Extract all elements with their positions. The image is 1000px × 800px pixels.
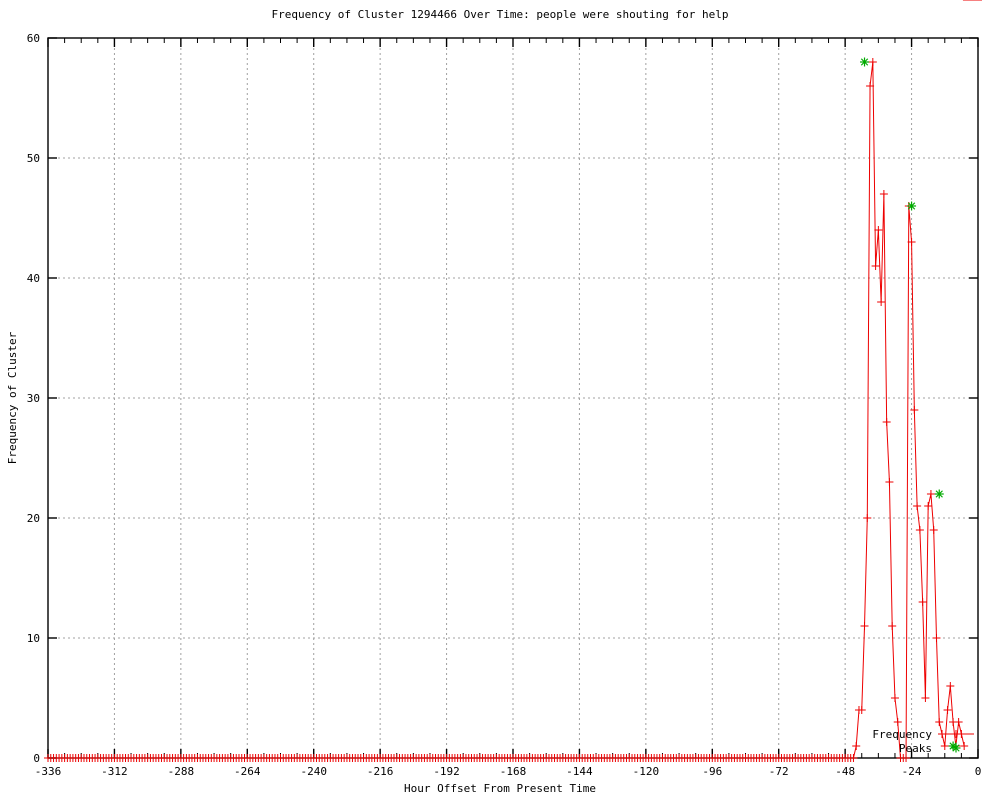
chart-title: Frequency of Cluster 1294466 Over Time: … — [271, 8, 729, 21]
grid-lines — [48, 38, 978, 758]
svg-text:-216: -216 — [367, 765, 394, 778]
svg-text:-120: -120 — [633, 765, 660, 778]
svg-text:-336: -336 — [35, 765, 62, 778]
svg-text:-144: -144 — [566, 765, 593, 778]
data-series — [44, 0, 982, 762]
y-axis-label: Frequency of Cluster — [6, 331, 19, 464]
svg-text:0: 0 — [33, 752, 40, 765]
svg-text:-72: -72 — [769, 765, 789, 778]
svg-text:40: 40 — [27, 272, 40, 285]
svg-text:20: 20 — [27, 512, 40, 525]
svg-text:30: 30 — [27, 392, 40, 405]
y-axis-ticks: 0 10 20 30 40 50 60 — [27, 32, 978, 765]
legend-label-peaks: Peaks — [899, 742, 932, 755]
svg-text:-96: -96 — [702, 765, 722, 778]
x-axis-label: Hour Offset From Present Time — [404, 782, 596, 795]
svg-text:50: 50 — [27, 152, 40, 165]
svg-text:-264: -264 — [234, 765, 261, 778]
svg-text:-168: -168 — [500, 765, 527, 778]
svg-text:-288: -288 — [168, 765, 195, 778]
svg-text:-312: -312 — [101, 765, 128, 778]
svg-text:-192: -192 — [433, 765, 460, 778]
svg-text:-24: -24 — [902, 765, 922, 778]
x-axis-ticks: -336 -312 -288 -264 -240 -216 -192 -168 -144 -120… — [35, 38, 982, 778]
svg-text:-240: -240 — [300, 765, 327, 778]
svg-text:0: 0 — [975, 765, 982, 778]
legend-label-frequency: Frequency — [872, 728, 932, 741]
svg-text:60: 60 — [27, 32, 40, 45]
svg-text:-48: -48 — [835, 765, 855, 778]
svg-text:10: 10 — [27, 632, 40, 645]
